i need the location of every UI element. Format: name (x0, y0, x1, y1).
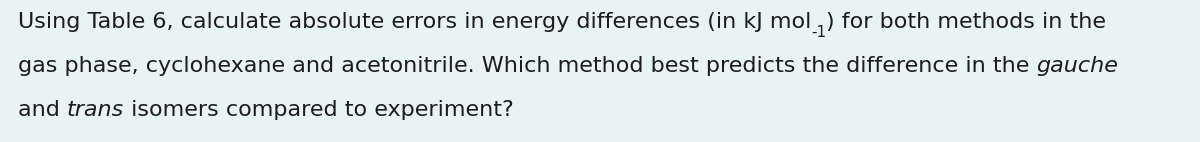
Text: trans: trans (67, 100, 125, 120)
Text: -1: -1 (811, 25, 827, 40)
Text: gauche: gauche (1037, 56, 1118, 76)
Text: ) for both methods in the: ) for both methods in the (827, 12, 1106, 32)
Text: and: and (18, 100, 67, 120)
Text: isomers compared to experiment?: isomers compared to experiment? (125, 100, 514, 120)
Text: Using Table 6, calculate absolute errors in energy differences (in kJ mol: Using Table 6, calculate absolute errors… (18, 12, 811, 32)
Text: gas phase, cyclohexane and acetonitrile. Which method best predicts the differen: gas phase, cyclohexane and acetonitrile.… (18, 56, 1037, 76)
